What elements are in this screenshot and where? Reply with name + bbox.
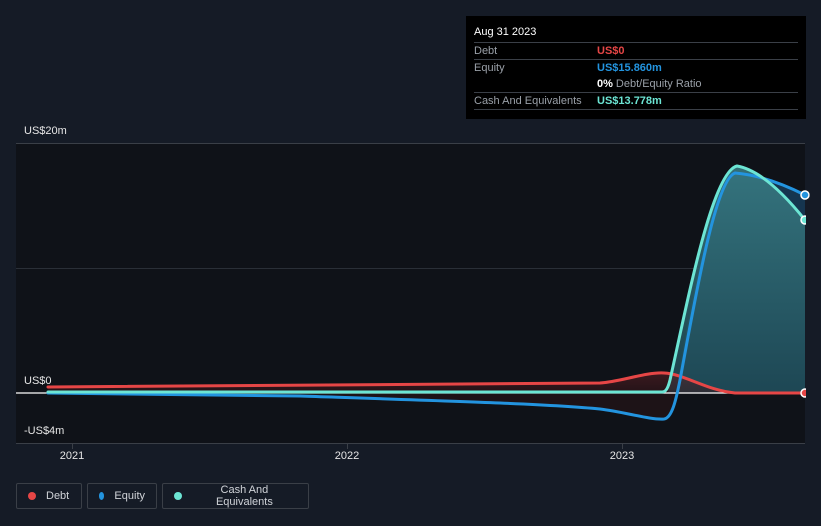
debt-dot-icon (28, 492, 36, 500)
data-tooltip: Aug 31 2023 Debt US$0 Equity US$15.860m … (466, 16, 806, 119)
x-label-2021: 2021 (59, 450, 85, 462)
tooltip-row-debt: Debt US$0 (474, 42, 798, 59)
tooltip-row-cash: Cash And Equivalents US$13.778m (474, 92, 798, 110)
equity-negative-area (48, 393, 676, 420)
debt-area (48, 372, 735, 393)
chart-legend: Debt Equity Cash And Equivalents (16, 483, 309, 509)
y-label-zero: US$0 (24, 375, 52, 387)
tooltip-debt-label: Debt (474, 45, 498, 57)
tooltip-equity-label: Equity (474, 62, 505, 74)
tooltip-ratio-pct: 0% (597, 78, 613, 90)
cash-area (668, 166, 805, 393)
tooltip-ratio-spacer (474, 76, 597, 92)
tooltip-date: Aug 31 2023 (474, 26, 537, 38)
cash-line (46, 164, 807, 394)
legend-cash-label: Cash And Equivalents (215, 484, 273, 508)
right-margin (806, 130, 821, 450)
legend-equity-label: Equity (114, 490, 145, 502)
equity-dot-icon (99, 492, 105, 500)
tooltip-cash-value: US$13.778m (597, 95, 662, 107)
legend-item-equity[interactable]: Equity (87, 483, 157, 509)
y-label-bottom: -US$4m (24, 425, 65, 437)
tooltip-row-equity: Equity US$15.860m (474, 59, 798, 76)
tooltip-cash-label: Cash And Equivalents (474, 95, 582, 107)
cash-dot-icon (174, 492, 182, 500)
equity-line (46, 171, 807, 421)
x-label-2022: 2022 (334, 450, 360, 462)
tooltip-ratio-label: Debt/Equity Ratio (615, 78, 702, 90)
equity-end-marker-visible (801, 191, 809, 199)
tooltip-row-ratio: 0% Debt/Equity Ratio (474, 76, 798, 92)
y-label-top: US$20m (24, 125, 67, 137)
legend-item-cash[interactable]: Cash And Equivalents (162, 483, 309, 509)
legend-debt-label: Debt (46, 490, 70, 502)
debt-line (46, 371, 807, 395)
x-label-2023: 2023 (609, 450, 635, 462)
tooltip-debt-value: US$0 (597, 45, 625, 57)
tooltip-equity-value: US$15.860m (597, 62, 662, 74)
legend-item-debt[interactable]: Debt (16, 483, 82, 509)
